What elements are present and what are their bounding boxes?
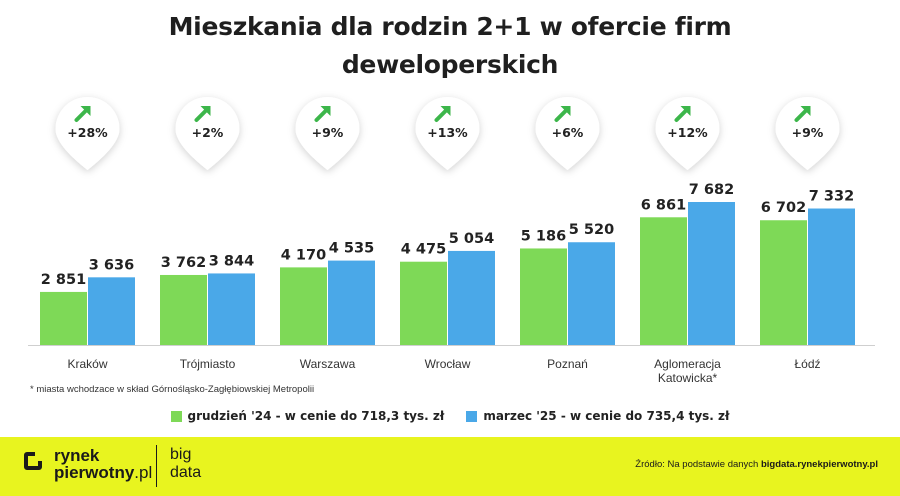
arrow-head-icon (560, 106, 571, 116)
change-badge-4 (535, 97, 600, 170)
change-badge-5 (655, 97, 720, 170)
change-badge-6 (775, 97, 840, 170)
value-label-mar-4: 5 520 (569, 222, 614, 238)
category-label-5: Aglomeracja (654, 357, 721, 371)
logo-square-icon (24, 451, 48, 476)
value-label-dec-4: 5 186 (521, 228, 566, 244)
legend-label-december: grudzień '24 - w cenie do 718,3 tys. zł (187, 409, 445, 423)
bar-mar-5 (688, 202, 735, 345)
bar-mar-4 (568, 242, 615, 345)
value-label-dec-1: 3 762 (161, 255, 206, 271)
bigdata-line-2: data (170, 464, 202, 481)
logo-line-2-suffix: .pl (134, 463, 153, 482)
bar-dec-1 (160, 274, 207, 345)
bar-mar-6 (808, 208, 855, 345)
bar-mar-1 (208, 273, 255, 345)
bigdata-logo: big data (170, 446, 201, 482)
legend-label-march: marzec '25 - w cenie do 735,4 tys. zł (483, 409, 730, 423)
bar-dec-6 (760, 220, 807, 345)
change-label-5: +12% (667, 125, 708, 140)
legend-item-december: grudzień '24 - w cenie do 718,3 tys. zł (170, 409, 445, 423)
bar-dec-2 (280, 267, 327, 345)
rynekpierwotny-logo: rynek pierwotny.pl (24, 447, 152, 481)
change-label-2: +9% (312, 125, 344, 140)
arrow-head-icon (800, 106, 811, 116)
value-label-mar-3: 5 054 (449, 231, 494, 247)
legend: grudzień '24 - w cenie do 718,3 tys. zł … (0, 409, 900, 423)
legend-item-march: marzec '25 - w cenie do 735,4 tys. zł (466, 409, 729, 423)
value-label-mar-0: 3 636 (89, 257, 134, 273)
category-label-5-line2: Katowicka* (658, 371, 718, 385)
value-label-mar-1: 3 844 (209, 253, 254, 269)
arrow-head-icon (200, 106, 211, 116)
footnote: * miasta wchodzace w skład Górnośląsko-Z… (30, 384, 315, 395)
bar-dec-5 (640, 217, 687, 345)
value-label-mar-2: 4 535 (329, 241, 374, 257)
value-label-mar-6: 7 332 (809, 189, 854, 205)
change-label-6: +9% (792, 125, 824, 140)
arrow-head-icon (80, 106, 91, 116)
bar-dec-4 (520, 248, 567, 345)
category-label-6: Łódź (794, 357, 820, 371)
category-label-0: Kraków (67, 357, 107, 371)
chart-title: Mieszkania dla rodzin 2+1 w ofercie firm… (0, 8, 900, 84)
category-label-1: Trójmiasto (180, 357, 236, 371)
change-badge-0 (55, 97, 120, 170)
change-badge-1 (175, 97, 240, 170)
value-label-dec-5: 6 861 (641, 197, 686, 213)
source-link[interactable]: bigdata.rynekpierwotny.pl (760, 459, 878, 470)
category-label-2: Warszawa (300, 357, 356, 371)
arrow-head-icon (320, 106, 331, 116)
arrow-head-icon (680, 106, 691, 116)
bar-dec-0 (40, 291, 87, 345)
change-label-3: +13% (427, 125, 468, 140)
bar-mar-2 (328, 260, 375, 345)
bar-mar-3 (448, 250, 495, 345)
logo-text: rynek pierwotny.pl (54, 447, 152, 481)
bar-mar-0 (88, 277, 135, 345)
title-line-1: Mieszkania dla rodzin 2+1 w ofercie firm (168, 12, 732, 41)
bigdata-line-1: big (170, 446, 192, 463)
logo-line-2: pierwotny (54, 463, 135, 482)
legend-swatch-blue (466, 410, 478, 422)
change-label-1: +2% (192, 125, 224, 140)
arrow-head-icon (440, 106, 451, 116)
change-badge-2 (295, 97, 360, 170)
category-label-4: Poznań (547, 357, 588, 371)
logo-line-1: rynek (54, 446, 100, 465)
value-label-dec-3: 4 475 (401, 242, 446, 258)
footer-bar: rynek pierwotny.pl big data Źródło: Na p… (0, 437, 900, 496)
value-label-dec-6: 6 702 (761, 200, 806, 216)
title-line-2: deweloperskich (341, 50, 559, 79)
change-label-4: +6% (552, 125, 584, 140)
footer-divider (156, 445, 157, 487)
legend-swatch-green (170, 410, 182, 422)
change-badge-3 (415, 97, 480, 170)
source-prefix: Źródło: Na podstawie danych (635, 459, 761, 470)
value-label-dec-0: 2 851 (41, 272, 86, 288)
source-note: Źródło: Na podstawie danych bigdata.ryne… (635, 459, 878, 470)
value-label-dec-2: 4 170 (281, 247, 326, 263)
change-label-0: +28% (67, 125, 108, 140)
category-label-3: Wrocław (425, 357, 471, 371)
bar-dec-3 (400, 261, 447, 345)
value-label-mar-5: 7 682 (689, 182, 734, 198)
